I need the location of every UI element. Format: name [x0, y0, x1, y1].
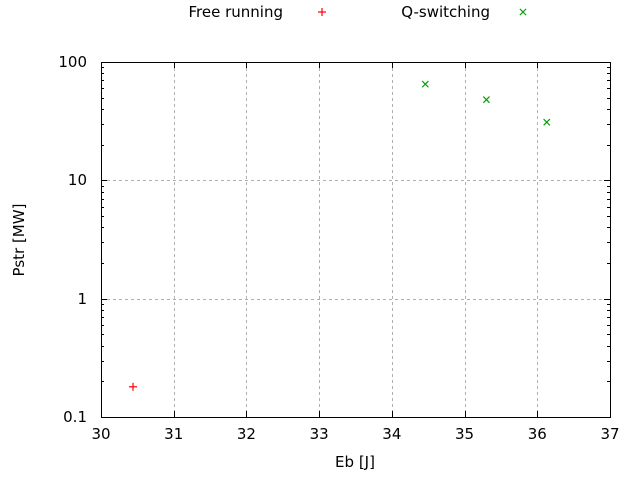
y-axis-title: Pstr [MW]	[10, 203, 28, 277]
legend-label-free-running: Free running	[188, 3, 283, 21]
data-point-cross-marker	[421, 80, 429, 88]
data-point-plus-marker	[318, 8, 326, 16]
data-point-cross-marker	[482, 96, 490, 104]
plot-border	[101, 62, 611, 418]
cross-marker-icon	[516, 5, 530, 19]
x-tick-label: 31	[164, 425, 184, 443]
plus-marker-glyph	[318, 8, 326, 16]
x-tick-label: 35	[455, 425, 475, 443]
y-tick-label: 1	[77, 289, 87, 308]
cross-marker-glyph	[519, 8, 527, 16]
legend-label-q-switching: Q-switching	[401, 3, 490, 21]
x-tick-label: 37	[600, 425, 620, 443]
x-tick-label: 34	[382, 425, 402, 443]
x-tick-label: 32	[236, 425, 256, 443]
data-point-cross-marker	[519, 8, 527, 16]
x-axis-title: Eb [J]	[335, 453, 375, 471]
x-tick-label: 33	[309, 425, 329, 443]
y-tick-label: 0.1	[63, 408, 87, 426]
y-tick-label: 10	[67, 171, 87, 190]
plus-marker-icon	[315, 5, 329, 19]
data-point-plus-marker	[128, 382, 137, 391]
y-tick-label: 100	[58, 53, 87, 71]
x-tick-label: 30	[91, 425, 111, 443]
data-point-cross-marker	[543, 118, 551, 126]
x-tick-label: 36	[527, 425, 547, 443]
